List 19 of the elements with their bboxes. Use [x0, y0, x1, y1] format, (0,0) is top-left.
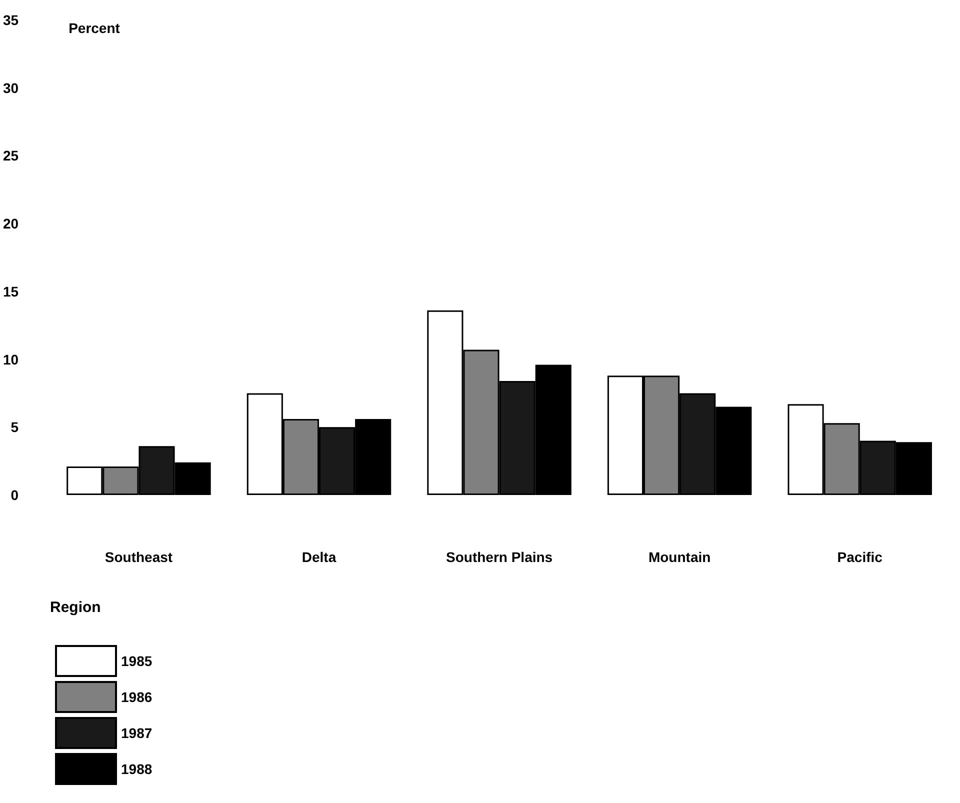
- x-tick-label: Southern Plains: [446, 549, 553, 565]
- legend-label: 1988: [121, 761, 152, 777]
- legend-label: 1985: [121, 653, 152, 669]
- x-tick-label: Southeast: [104, 549, 173, 565]
- y-tick-label: 0: [10, 487, 19, 503]
- x-tick-label: Delta: [302, 549, 336, 565]
- legend-label: 1986: [121, 689, 152, 705]
- y-tick-label: 15: [2, 283, 19, 300]
- y-tick-label: 25: [2, 148, 19, 164]
- legend-label: 1987: [121, 725, 152, 741]
- y-tick-label: 35: [2, 12, 19, 28]
- x-tick-label: Pacific: [837, 549, 883, 565]
- x-tick-label: Mountain: [648, 549, 711, 565]
- y-tick-label: 30: [2, 80, 19, 96]
- y-tick-label: 5: [10, 419, 19, 436]
- y-tick-label: 10: [2, 351, 19, 368]
- legend-title: Region: [50, 599, 101, 616]
- y-tick-label: 20: [2, 216, 19, 232]
- y-axis-title: Percent: [68, 20, 120, 36]
